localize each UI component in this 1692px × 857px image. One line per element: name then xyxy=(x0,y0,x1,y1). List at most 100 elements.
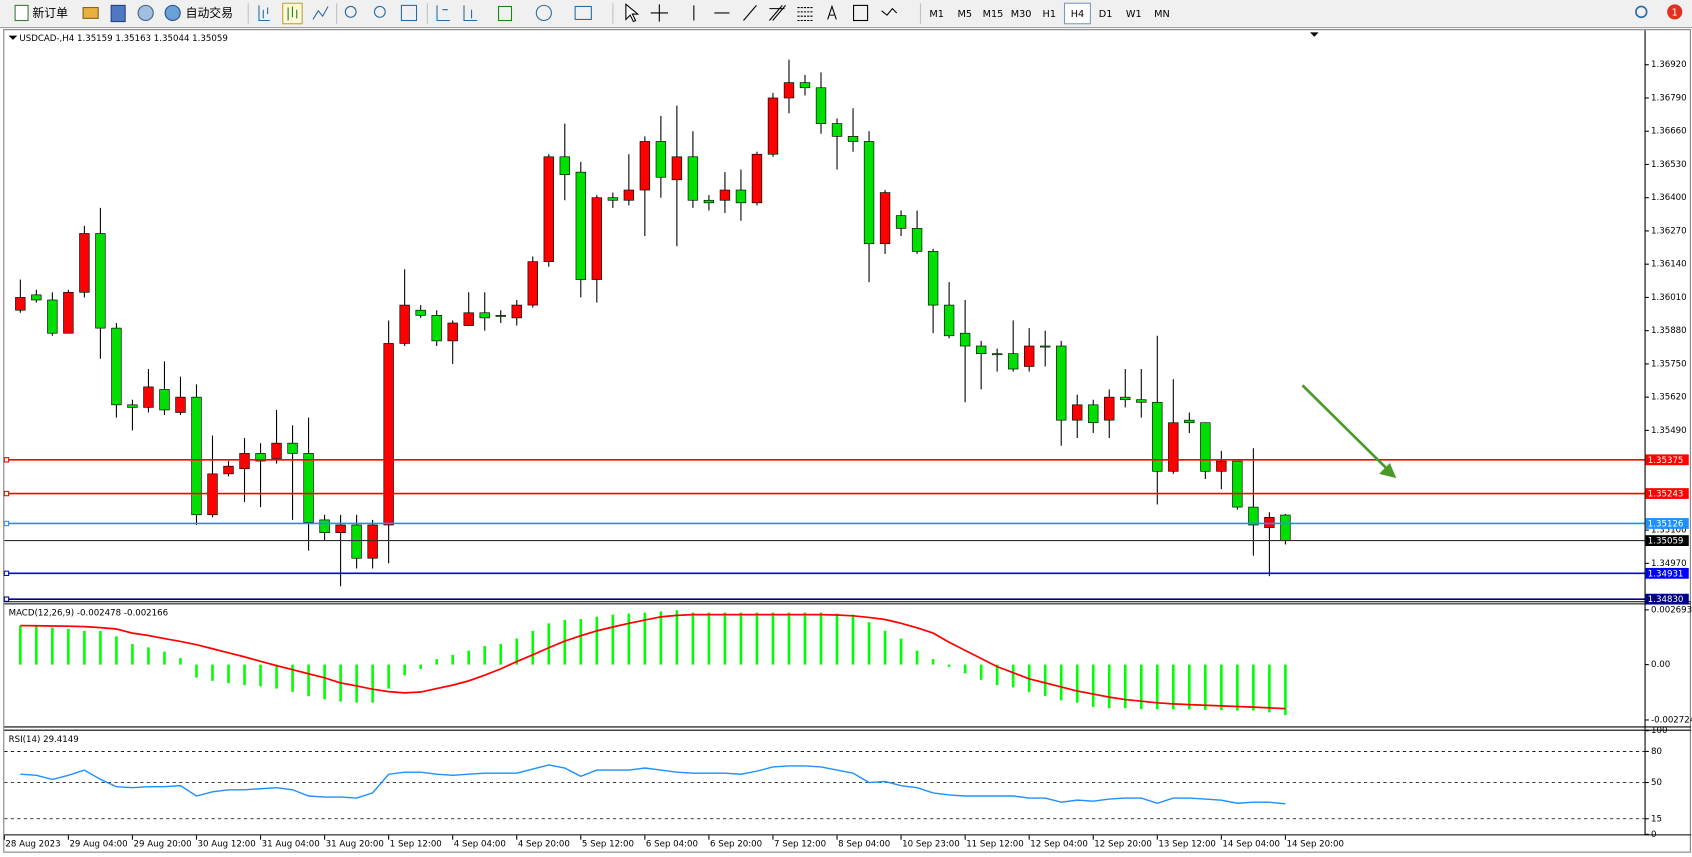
candle-body xyxy=(271,442,282,459)
fibo-icon[interactable] xyxy=(797,7,813,22)
timeframe-label: M30 xyxy=(1011,9,1032,20)
cursor-icon[interactable] xyxy=(625,3,640,23)
text-icon[interactable] xyxy=(827,4,837,20)
candle-body xyxy=(591,197,602,280)
macd-bar xyxy=(931,659,935,665)
macd-bar xyxy=(355,664,358,703)
x-tick-label: 8 Sep 04:00 xyxy=(838,840,890,850)
trendline-icon[interactable] xyxy=(743,5,757,21)
macd-bar xyxy=(467,650,471,665)
macd-bar xyxy=(979,664,983,680)
label-icon[interactable] xyxy=(853,4,869,22)
candle-body xyxy=(399,304,410,344)
x-tick-label: 4 Sep 20:00 xyxy=(518,840,570,850)
level-handle xyxy=(3,490,10,497)
timeframe-button[interactable]: M15 xyxy=(983,9,1004,20)
timeframe-button[interactable]: D1 xyxy=(1099,9,1113,20)
x-tick-label: 14 Sep 20:00 xyxy=(1286,840,1344,850)
macd-bar xyxy=(547,623,551,665)
timeframe-button[interactable]: W1 xyxy=(1126,9,1142,20)
macd-bar xyxy=(403,664,406,676)
last-price-label: 1.35059 xyxy=(1648,537,1684,547)
toolbar-icon[interactable] xyxy=(110,4,126,23)
line-chart-icon[interactable] xyxy=(312,6,329,20)
channel-icon[interactable] xyxy=(768,5,786,21)
macd-bar xyxy=(595,616,599,665)
candle-body xyxy=(15,297,26,311)
macd-bar xyxy=(1075,664,1079,703)
x-tick-label: 1 Sep 12:00 xyxy=(390,840,442,850)
macd-bar xyxy=(163,651,166,665)
level-price-label: 1.35243 xyxy=(1648,490,1684,500)
macd-bar xyxy=(1172,664,1175,710)
macd-bar xyxy=(227,664,230,684)
timeframe-button[interactable]: M1 xyxy=(929,9,944,20)
zoom-in-icon[interactable] xyxy=(344,5,357,18)
y-tick-label: 1.35750 xyxy=(1651,359,1687,369)
scroll-icon[interactable] xyxy=(436,5,450,22)
crosshair-icon[interactable] xyxy=(650,4,668,22)
timeframe-button[interactable]: M5 xyxy=(958,9,973,20)
timeframe-button[interactable]: H4 xyxy=(1063,2,1091,25)
timeframe-button[interactable]: H1 xyxy=(1043,9,1056,20)
macd-bar xyxy=(851,614,855,665)
y-tick-label: 1.35880 xyxy=(1651,326,1687,336)
candle-body xyxy=(1104,396,1115,421)
periods-icon[interactable] xyxy=(535,4,552,22)
autotrading-button[interactable]: 自动交易 xyxy=(164,4,233,22)
symbol-header: USDCAD-,H4 1.35159 1.35163 1.35044 1.350… xyxy=(19,34,227,44)
macd-bar xyxy=(563,620,567,665)
candle-body xyxy=(559,156,570,176)
toolbar-icon[interactable] xyxy=(137,4,154,22)
notification-badge[interactable]: 1 xyxy=(1667,4,1683,20)
macd-bar xyxy=(1011,664,1015,688)
macd-bar xyxy=(499,644,503,665)
candle-body xyxy=(367,524,378,559)
candle-body xyxy=(111,327,122,406)
timeframe-button[interactable]: MN xyxy=(1154,9,1170,20)
x-tick-label: 10 Sep 23:00 xyxy=(902,840,960,850)
candle-body xyxy=(1216,460,1227,472)
y-tick-label: 1.36660 xyxy=(1651,127,1687,137)
candle-body xyxy=(79,233,90,293)
macd-bar xyxy=(451,654,454,665)
x-tick-label: 29 Aug 04:00 xyxy=(69,840,127,850)
macd-bar xyxy=(131,644,134,665)
shift-icon[interactable] xyxy=(463,5,477,22)
toolbar-icon[interactable] xyxy=(82,7,99,19)
y-tick-label: 1.36530 xyxy=(1651,160,1687,170)
y-tick-label: 80 xyxy=(1651,747,1662,757)
level-handle xyxy=(3,596,10,602)
timeframe-button[interactable]: M30 xyxy=(1011,9,1032,20)
candle-body xyxy=(1040,345,1051,348)
x-tick-label: 31 Aug 20:00 xyxy=(326,840,384,850)
macd-bar xyxy=(611,614,615,665)
templates-icon[interactable] xyxy=(574,5,592,20)
candle-body xyxy=(159,389,170,411)
level-price-label: 1.35375 xyxy=(1648,456,1684,466)
macd-bar xyxy=(1268,664,1271,713)
bar-chart-icon[interactable] xyxy=(258,5,270,22)
macd-bar xyxy=(275,664,278,689)
candle-body xyxy=(767,97,779,155)
macd-bar xyxy=(115,636,118,665)
tile-icon[interactable] xyxy=(400,4,418,22)
search-icon[interactable] xyxy=(1635,5,1648,19)
candle-body xyxy=(1088,404,1099,424)
y-tick-label: 1.35620 xyxy=(1651,393,1687,403)
candle-body xyxy=(31,294,42,301)
indicators-icon[interactable] xyxy=(497,5,513,22)
candle-body xyxy=(191,396,202,516)
candle-body xyxy=(1184,419,1195,424)
candle-body xyxy=(911,228,923,252)
zoom-out-icon[interactable] xyxy=(373,5,386,18)
new-order-icon xyxy=(14,4,29,22)
chart-window xyxy=(3,29,1691,853)
shapes-icon[interactable] xyxy=(881,7,898,16)
candle-body xyxy=(575,171,586,280)
macd-bar xyxy=(723,612,727,665)
x-tick-label: 30 Aug 12:00 xyxy=(198,840,256,850)
new-order-button[interactable]: 新订单 xyxy=(14,4,68,22)
badge-circle xyxy=(1667,4,1683,20)
